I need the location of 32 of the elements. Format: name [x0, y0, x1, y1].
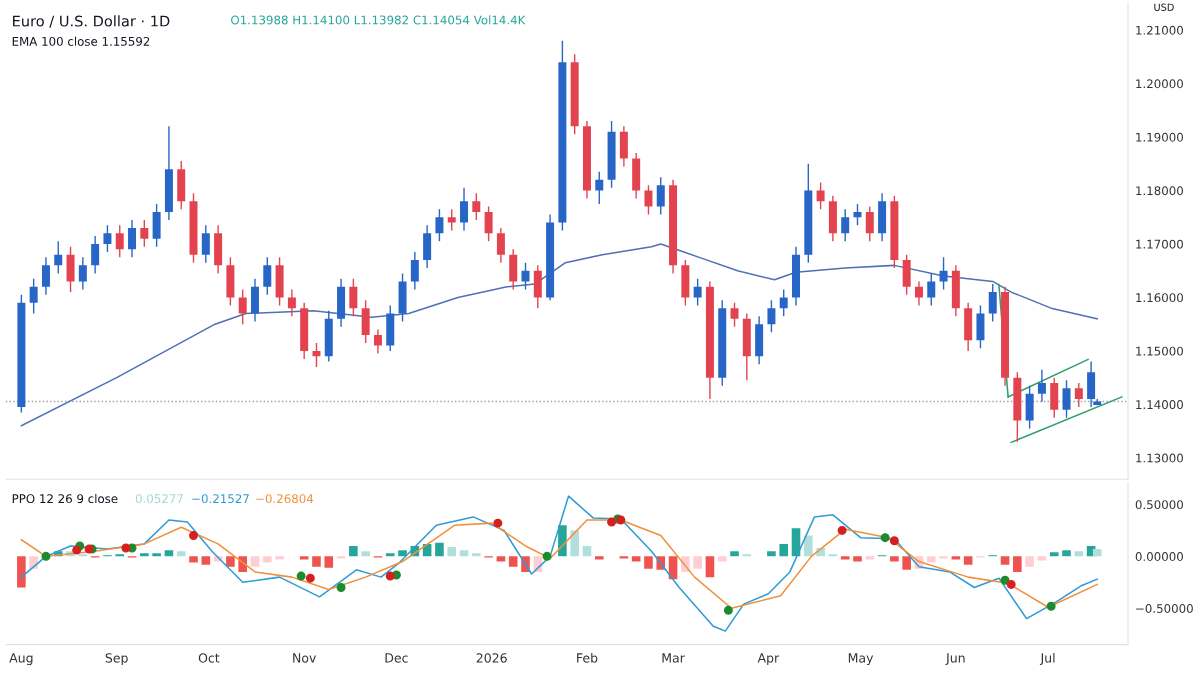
y-tick-label: 1.21000: [1136, 25, 1183, 35]
y-tick-label: −0.50000: [1136, 604, 1193, 613]
text: USD: [1154, 3, 1174, 11]
x-tick-label: Mar: [662, 653, 685, 663]
x-tick-label: Aug: [9, 653, 33, 666]
text: PPO 12 26 9 close: [12, 493, 118, 504]
text: Euro / U.S. Dollar · 1D: [13, 15, 170, 28]
x-tick-label: Jun: [945, 653, 965, 665]
x-tick-label: Oct: [198, 653, 220, 663]
y-tick-label: 1.19000: [1136, 132, 1183, 142]
y-tick-label: 1.17000: [1136, 239, 1183, 249]
y-tick-label: 0.00000: [1135, 552, 1183, 562]
y-tick-label: 1.20000: [1136, 79, 1183, 89]
annotation: −0.21527: [192, 494, 249, 504]
annotation: EMA 100 close 1.15592: [12, 36, 150, 46]
x-tick-label: Dec: [385, 653, 408, 663]
x-tick-label: 2026: [476, 653, 507, 663]
x-tick-label: Sep: [105, 653, 128, 666]
y-tick-label: 1.16000: [1136, 293, 1183, 303]
y-tick-label: 1.13000: [1136, 453, 1183, 463]
x-tick-label: May: [848, 653, 874, 666]
y-tick-label: 0.50000: [1135, 500, 1183, 510]
annotation: 0.05277: [135, 494, 183, 504]
x-tick-label: Jul: [1039, 652, 1055, 665]
x-tick-label: Feb: [577, 652, 598, 663]
y-tick-label: 1.14000: [1136, 400, 1183, 410]
annotation: −0.26804: [256, 494, 314, 504]
y-tick-label: 1.15000: [1136, 346, 1183, 356]
annotation: O1.13988 H1.14100 L1.13982 C1.14054 Vol14.4K: [231, 15, 526, 25]
x-tick-label: Apr: [757, 653, 780, 666]
x-tick-label: Nov: [293, 653, 316, 663]
y-tick-label: 1.18000: [1136, 186, 1183, 196]
